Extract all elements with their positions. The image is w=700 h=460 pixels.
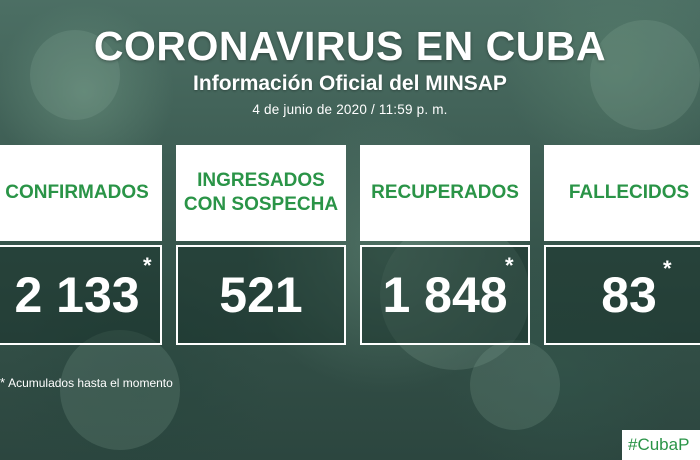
page-subtitle: Información Oficial del MINSAP: [193, 72, 507, 95]
stat-value: 1 848: [360, 245, 530, 345]
hashtag-badge: #CubaP: [622, 430, 700, 460]
stat-card-confirmados: CONFIRMADOS 2 133 *: [0, 145, 162, 345]
stat-card-ingresados: INGRESADOS CON SOSPECHA 521: [176, 145, 346, 345]
stat-label: RECUPERADOS: [360, 145, 530, 241]
stat-label: INGRESADOS CON SOSPECHA: [176, 145, 346, 241]
virus-decoration: [470, 340, 560, 430]
stat-card-recuperados: RECUPERADOS 1 848: [360, 145, 530, 345]
asterisk-marker: *: [663, 256, 672, 281]
header: CORONAVIRUS EN CUBA Información Oficial …: [0, 22, 700, 117]
virus-decoration: [30, 30, 120, 120]
footnote-text: Acumulados hasta el momento: [8, 376, 173, 390]
footnote-marker: *: [0, 375, 6, 390]
asterisk-marker: *: [143, 253, 152, 278]
page-title: CORONAVIRUS EN CUBA: [93, 23, 607, 69]
stat-label: FALLECIDOS: [544, 145, 700, 241]
report-date: 4 de junio de 2020 / 11:59 p. m.: [252, 102, 448, 117]
stat-value: 83: [544, 245, 700, 345]
asterisk-marker: *: [505, 253, 514, 278]
stat-value: 521: [176, 245, 346, 345]
stat-value: 2 133: [0, 245, 162, 345]
virus-decoration: [590, 20, 700, 130]
virus-decoration: [60, 330, 180, 450]
stat-card-fallecidos: FALLECIDOS 83: [544, 145, 700, 345]
stat-label: CONFIRMADOS: [0, 145, 162, 241]
footnote: * Acumulados hasta el momento: [0, 375, 173, 390]
